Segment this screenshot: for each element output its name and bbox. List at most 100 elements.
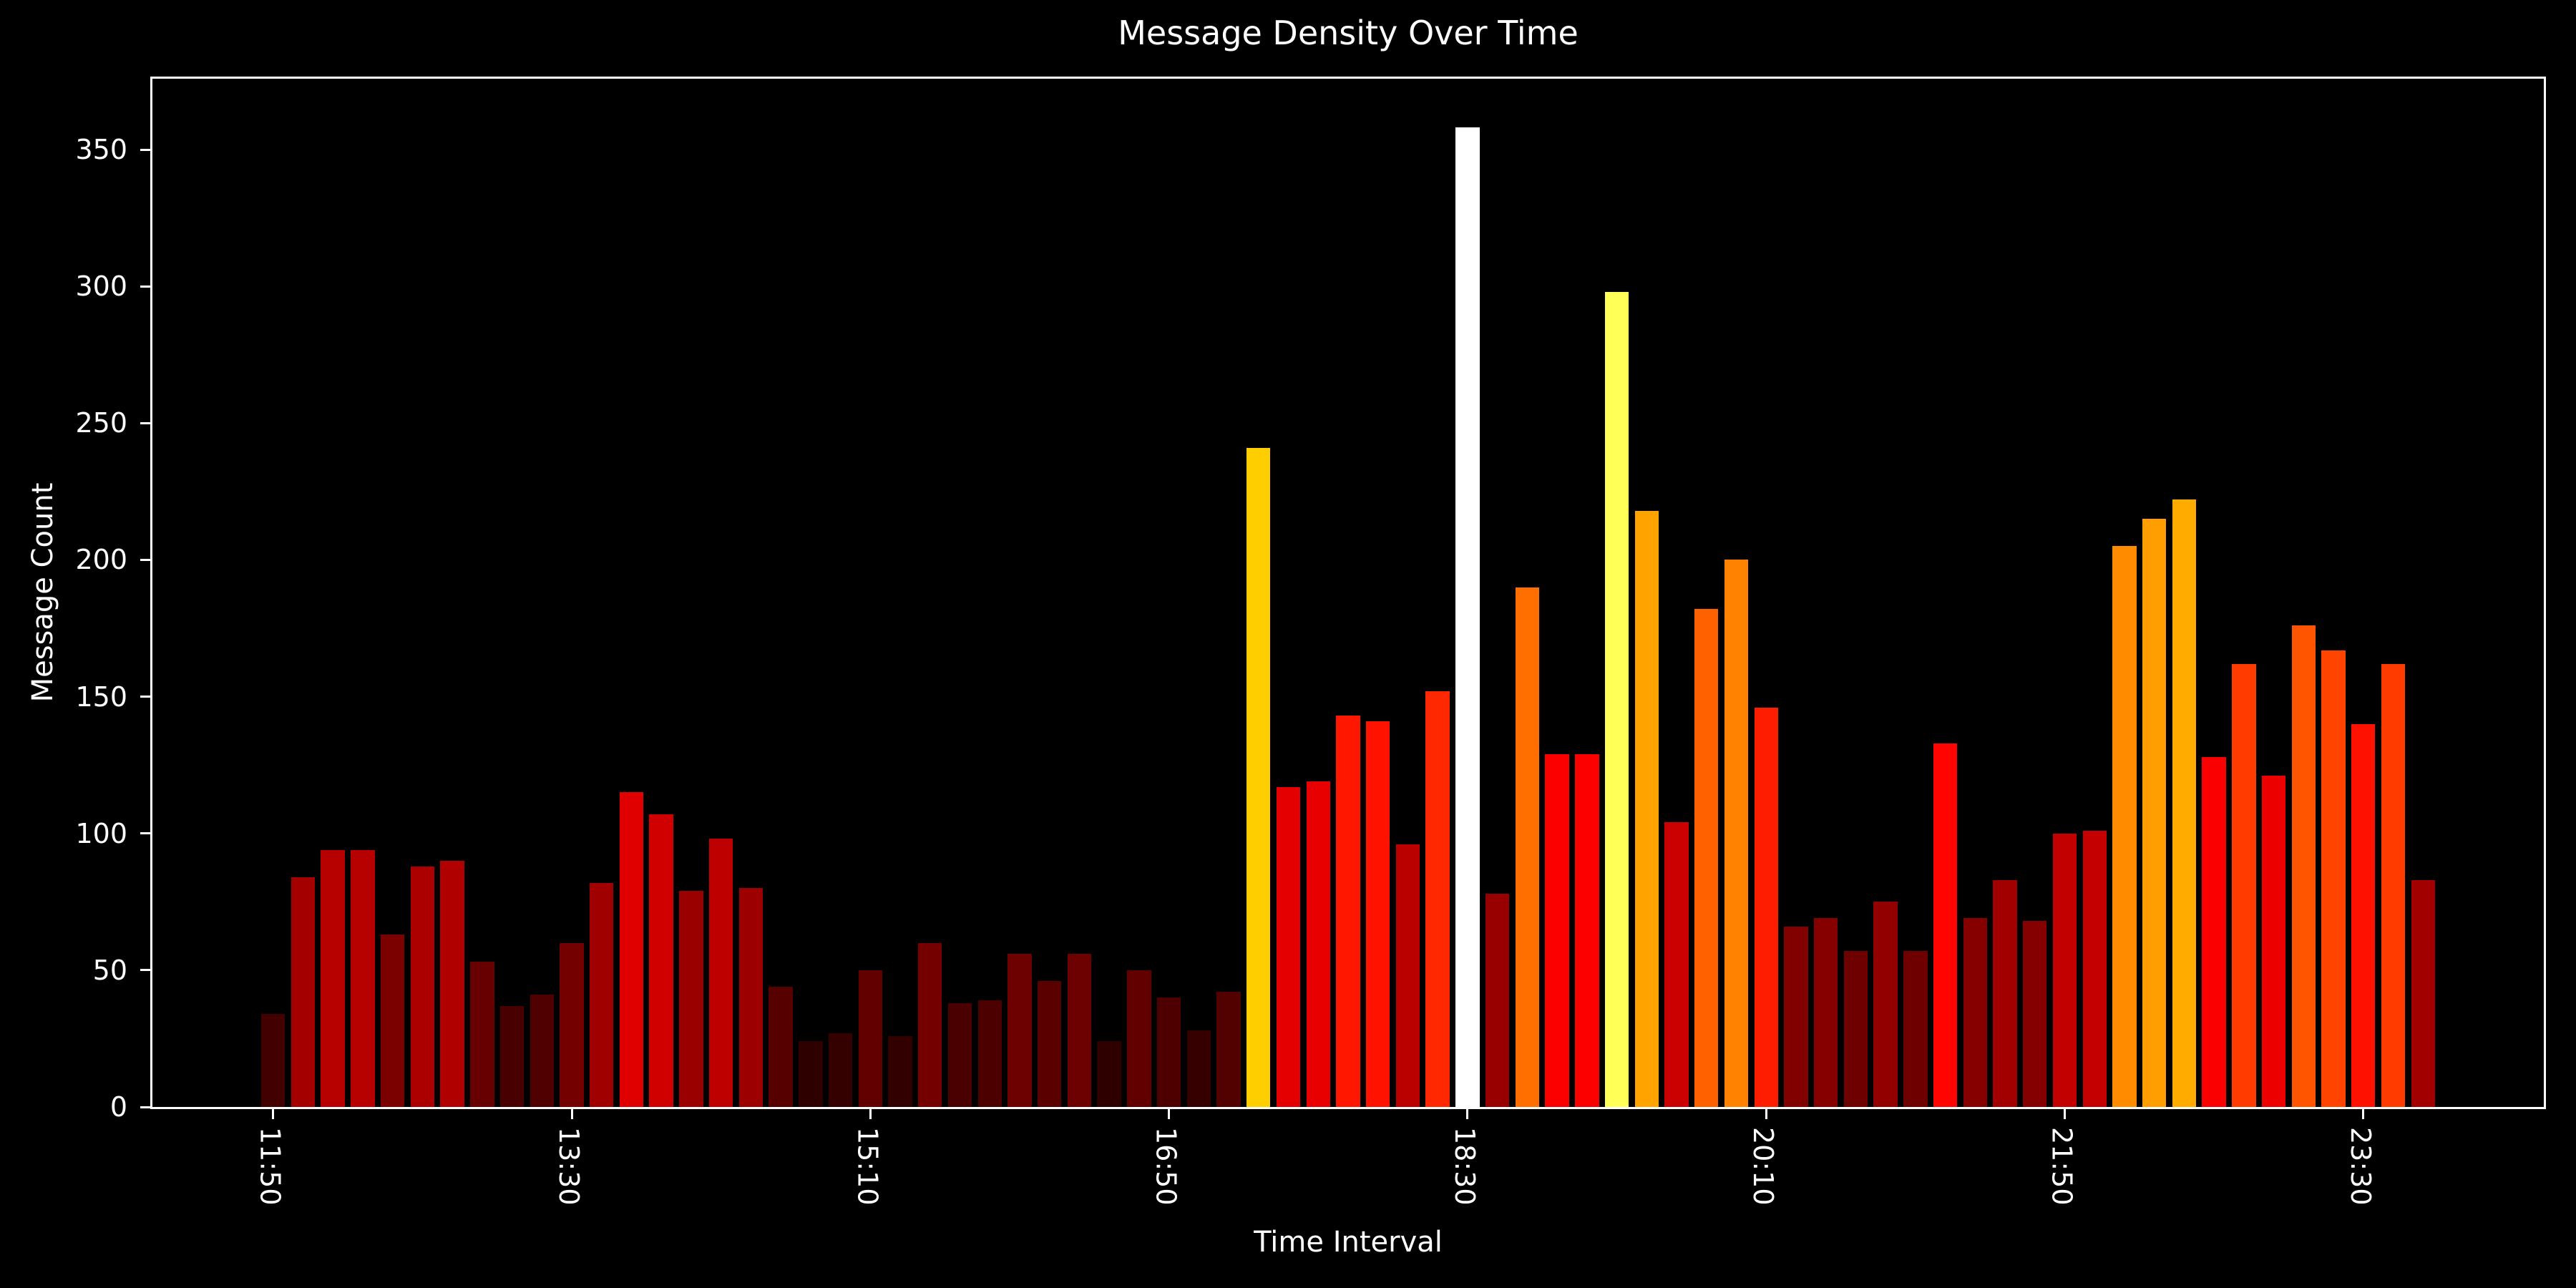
x-tick-13:30: [570, 1109, 573, 1119]
bar-19:10: [1575, 753, 1599, 1107]
chart-title: Message Density Over Time: [1118, 14, 1579, 52]
x-tick-label-15:10: 15:10: [852, 1127, 884, 1206]
y-tick-150: [140, 696, 150, 698]
bar-23:50: [2411, 879, 2435, 1107]
bar-17:40: [1306, 781, 1330, 1107]
bar-20:00: [1724, 560, 1749, 1107]
bar-19:20: [1604, 291, 1629, 1107]
y-tick-300: [140, 285, 150, 288]
bar-17:10: [1216, 992, 1241, 1107]
x-tick-16:50: [1168, 1109, 1171, 1119]
bar-17:20: [1246, 447, 1271, 1107]
bar-19:50: [1694, 609, 1719, 1107]
y-tick-250: [140, 421, 150, 424]
bar-21:10: [1933, 743, 1958, 1107]
bar-23:20: [2321, 650, 2346, 1107]
plot-area: 0 50 100 150 200 250 300 350 11:50 13:30 15:10 16:5…: [75, 77, 2546, 1206]
bar-22:10: [2112, 546, 2137, 1107]
bar-15:30: [918, 942, 942, 1107]
bar-18:40: [1485, 893, 1510, 1107]
bar-13:40: [590, 882, 614, 1107]
bar-14:20: [708, 839, 733, 1107]
y-tick-label-200: 200: [75, 544, 127, 576]
bar-16:40: [1127, 970, 1151, 1107]
x-tick-label-16:50: 16:50: [1150, 1127, 1182, 1206]
bar-22:20: [2142, 519, 2167, 1107]
bar-23:00: [2261, 776, 2286, 1107]
y-tick-0: [140, 1106, 150, 1108]
bar-14:10: [679, 891, 703, 1107]
bar-16:30: [1097, 1041, 1121, 1107]
bar-21:40: [2023, 921, 2047, 1107]
bar-18:50: [1515, 587, 1540, 1107]
bar-20:20: [1784, 926, 1808, 1107]
bar-22:00: [2082, 830, 2107, 1107]
bar-12:10: [321, 849, 345, 1107]
bar-15:10: [858, 970, 882, 1107]
bar-21:50: [2052, 833, 2077, 1107]
bar-13:00: [470, 962, 494, 1107]
bar-14:50: [799, 1041, 823, 1107]
bar-15:50: [977, 1000, 1002, 1107]
x-tick-label-21:50: 21:50: [2046, 1127, 2078, 1206]
y-tick-label-350: 350: [75, 134, 127, 165]
bar-19:00: [1545, 753, 1569, 1107]
bar-22:30: [2172, 499, 2197, 1107]
x-tick-23:30: [2362, 1109, 2365, 1119]
bar-19:30: [1634, 510, 1659, 1107]
bar-17:00: [1186, 1030, 1211, 1107]
bar-20:30: [1813, 918, 1838, 1107]
bar-13:20: [530, 995, 554, 1107]
y-axis-label: Message Count: [26, 482, 59, 703]
bar-12:00: [291, 877, 316, 1107]
y-tick-label-150: 150: [75, 680, 127, 713]
bar-15:00: [828, 1033, 853, 1107]
bar-23:40: [2381, 663, 2406, 1107]
bar-11:50: [261, 1014, 286, 1107]
y-tick-label-300: 300: [75, 270, 127, 303]
bar-23:30: [2351, 723, 2376, 1107]
bar-20:50: [1873, 902, 1898, 1107]
y-tick-200: [140, 558, 150, 561]
bar-12:40: [410, 866, 435, 1107]
bar-17:50: [1336, 716, 1360, 1107]
y-tick-50: [140, 969, 150, 972]
bar-22:50: [2232, 663, 2256, 1107]
bar-21:30: [1993, 879, 2017, 1107]
bar-20:40: [1843, 951, 1868, 1107]
bar-15:20: [888, 1035, 912, 1107]
y-tick-label-100: 100: [75, 817, 127, 849]
y-tick-label-50: 50: [92, 954, 127, 986]
bar-12:50: [440, 860, 464, 1107]
bar-20:10: [1754, 707, 1778, 1107]
x-tick-label-23:30: 23:30: [2344, 1127, 2376, 1206]
y-tick-label-250: 250: [75, 407, 127, 439]
bar-23:10: [2291, 625, 2316, 1107]
bar-16:50: [1156, 997, 1181, 1107]
x-tick-label-13:30: 13:30: [553, 1127, 585, 1206]
y-tick-350: [140, 148, 150, 151]
x-tick-11:50: [272, 1109, 275, 1119]
x-tick-label-20:10: 20:10: [1747, 1127, 1780, 1206]
bar-16:10: [1037, 981, 1062, 1107]
bar-14:00: [649, 814, 673, 1107]
bar-18:20: [1425, 691, 1450, 1107]
y-tick-100: [140, 832, 150, 835]
bar-12:30: [380, 935, 405, 1107]
bar-19:40: [1664, 822, 1689, 1107]
bar-18:30: [1455, 127, 1480, 1107]
y-tick-label-0: 0: [109, 1091, 127, 1123]
x-tick-20:10: [1765, 1109, 1767, 1119]
bar-22:40: [2202, 756, 2226, 1107]
x-axis-label: Time Interval: [1254, 1226, 1443, 1259]
x-tick-label-18:30: 18:30: [1448, 1127, 1480, 1206]
bar-21:00: [1903, 951, 1928, 1107]
bar-14:40: [769, 986, 793, 1107]
bar-15:40: [947, 1002, 972, 1107]
bar-12:20: [351, 849, 375, 1107]
bar-14:30: [738, 888, 763, 1107]
bar-18:10: [1395, 844, 1420, 1107]
x-tick-15:10: [869, 1109, 872, 1119]
bar-16:20: [1067, 953, 1092, 1107]
